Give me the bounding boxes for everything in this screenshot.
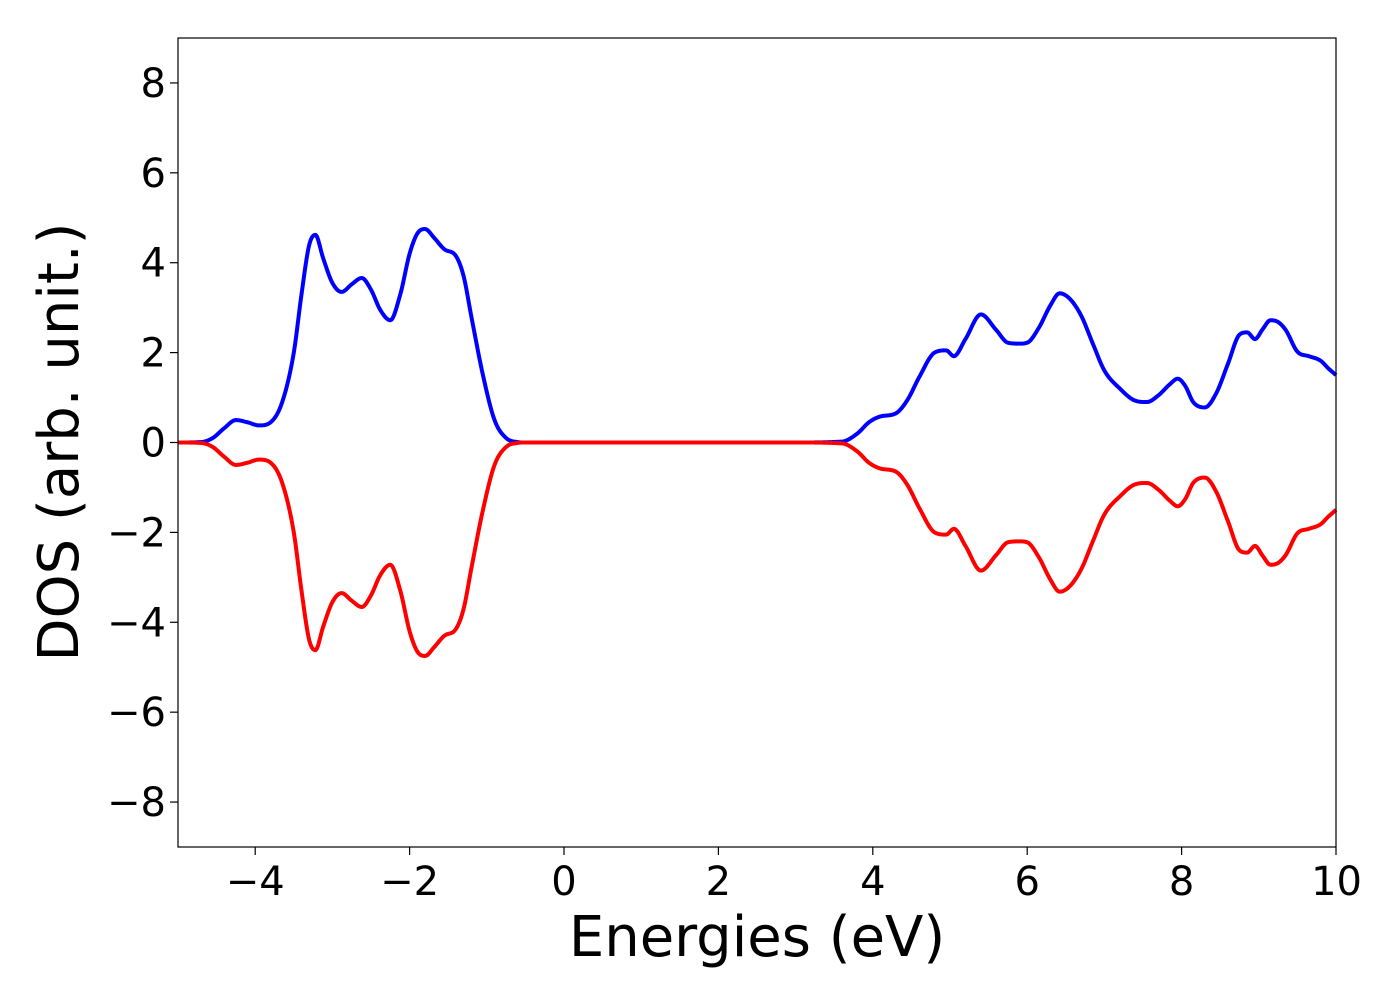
y-tick-label: 2 xyxy=(141,331,166,377)
ticks-layer: −4 −2 0 2 4 6 8 10 −8 −6 −4 −2 0 2 4 6 8 xyxy=(107,61,1362,905)
x-tick-label: 8 xyxy=(1169,859,1194,905)
y-tick-label: −2 xyxy=(107,510,166,556)
y-tick-label: 0 xyxy=(141,421,166,467)
x-tick-label: −4 xyxy=(226,859,285,905)
y-tick-label: −4 xyxy=(107,600,166,646)
x-tick-label: 2 xyxy=(706,859,731,905)
x-tick-label: 4 xyxy=(860,859,885,905)
x-tick-label: 10 xyxy=(1311,859,1362,905)
y-tick-label: −8 xyxy=(107,780,166,826)
y-axis-title: DOS (arb. unit.) xyxy=(27,222,92,661)
y-tick-label: −6 xyxy=(107,690,166,736)
x-tick-label: 0 xyxy=(551,859,576,905)
y-tick-label: 6 xyxy=(141,151,166,197)
y-tick-label: 4 xyxy=(141,241,166,287)
series-layer xyxy=(177,227,1338,658)
x-axis-title: Energies (eV) xyxy=(569,905,945,970)
x-tick-label: −2 xyxy=(380,859,439,905)
y-tick-label: 8 xyxy=(141,61,166,107)
x-tick-label: 6 xyxy=(1014,859,1039,905)
dos-series-negative-line xyxy=(177,440,1338,658)
plot-frame xyxy=(177,37,1337,848)
